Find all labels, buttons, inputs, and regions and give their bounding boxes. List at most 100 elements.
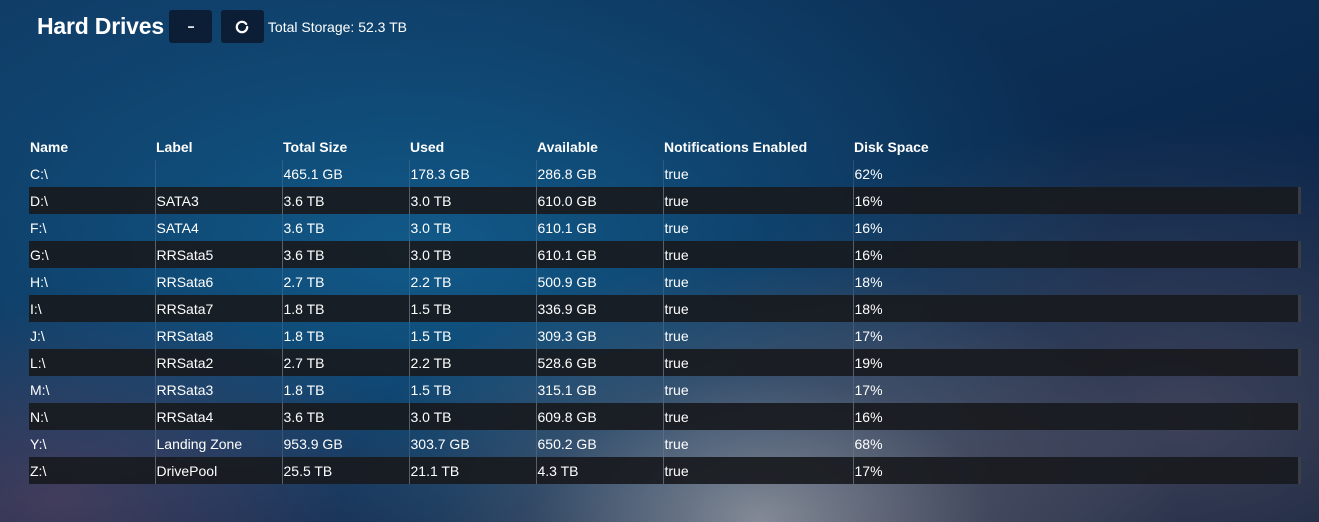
total-size-cell: 3.6 TB — [281, 187, 409, 214]
available-cell: 610.1 GB — [535, 214, 663, 241]
disk-space-cell: 18% — [852, 295, 1301, 322]
drive-name-cell: J:\ — [30, 327, 45, 344]
total-size-cell: 2.7 TB — [281, 349, 409, 376]
disk-space-cell: 17% — [852, 457, 1301, 484]
column-header-name[interactable]: Name — [30, 139, 69, 155]
notifications-cell: true — [662, 160, 853, 187]
column-header-total-size[interactable]: Total Size — [283, 139, 348, 155]
used-cell: 303.7 GB — [408, 430, 536, 457]
table-row[interactable]: Y:\ Landing Zone 953.9 GB 303.7 GB 650.2 GB t… — [29, 430, 1299, 457]
drive-label-cell: RRSata4 — [154, 403, 282, 430]
total-size-cell: 3.6 TB — [281, 403, 409, 430]
notifications-cell: true — [662, 376, 853, 403]
table-row[interactable]: L:\ RRSata2 2.7 TB 2.2 TB 528.6 GB true 19% — [29, 349, 1301, 376]
notifications-cell: true — [662, 214, 853, 241]
drive-name-cell: N:\ — [29, 403, 155, 430]
table-row[interactable]: M:\ RRSata3 1.8 TB 1.5 TB 315.1 GB true 17% — [29, 376, 1299, 403]
drive-name-cell: Y:\ — [30, 435, 47, 452]
available-cell: 336.9 GB — [535, 295, 663, 322]
notifications-cell: true — [662, 322, 853, 349]
notifications-cell: true — [662, 457, 853, 484]
table-row[interactable]: F:\ SATA4 3.6 TB 3.0 TB 610.1 GB true 16% — [29, 214, 1299, 241]
available-cell: 315.1 GB — [535, 376, 663, 403]
drive-name-cell: M:\ — [30, 381, 50, 398]
notifications-cell: true — [662, 268, 853, 295]
used-cell: 3.0 TB — [408, 403, 536, 430]
used-cell: 1.5 TB — [408, 376, 536, 403]
table-row[interactable]: C:\ 465.1 GB 178.3 GB 286.8 GB true 62% — [29, 160, 1299, 187]
total-storage-text: Total Storage: 52.3 TB — [267, 18, 407, 35]
disk-space-cell: 18% — [852, 268, 1299, 295]
disk-space-cell: 62% — [852, 160, 1299, 187]
more-options-label: ··· — [187, 19, 195, 34]
notifications-cell: true — [662, 241, 853, 268]
drive-label-cell: RRSata8 — [154, 322, 282, 349]
available-cell: 286.8 GB — [535, 160, 663, 187]
drive-label-cell: RRSata2 — [154, 349, 282, 376]
used-cell: 21.1 TB — [408, 457, 536, 484]
used-cell: 3.0 TB — [408, 241, 536, 268]
disk-space-cell: 17% — [852, 376, 1299, 403]
drive-name-cell: H:\ — [30, 273, 48, 290]
column-header-label[interactable]: Label — [156, 139, 193, 155]
available-cell: 650.2 GB — [535, 430, 663, 457]
table-row[interactable]: N:\ RRSata4 3.6 TB 3.0 TB 609.8 GB true 16% — [29, 403, 1301, 430]
total-size-cell: 953.9 GB — [281, 430, 409, 457]
table-row[interactable]: J:\ RRSata8 1.8 TB 1.5 TB 309.3 GB true 17% — [29, 322, 1299, 349]
used-cell: 178.3 GB — [408, 160, 536, 187]
total-size-cell: 25.5 TB — [281, 457, 409, 484]
drive-label-cell: RRSata6 — [154, 268, 282, 295]
total-size-cell: 1.8 TB — [281, 295, 409, 322]
available-cell: 610.0 GB — [535, 187, 663, 214]
used-cell: 2.2 TB — [408, 349, 536, 376]
refresh-icon — [235, 20, 249, 34]
drive-label-cell: RRSata3 — [154, 376, 282, 403]
drive-name-cell: D:\ — [29, 187, 155, 214]
total-size-cell: 3.6 TB — [281, 241, 409, 268]
total-size-cell: 3.6 TB — [281, 214, 409, 241]
disk-space-cell: 17% — [852, 322, 1299, 349]
available-cell: 500.9 GB — [535, 268, 663, 295]
column-header-disk-space[interactable]: Disk Space — [854, 139, 929, 155]
column-header-notifications[interactable]: Notifications Enabled — [664, 139, 808, 155]
disk-space-cell: 16% — [852, 187, 1301, 214]
more-options-button[interactable]: ··· — [168, 10, 212, 43]
total-size-cell: 1.8 TB — [281, 376, 409, 403]
used-cell: 1.5 TB — [408, 295, 536, 322]
drive-label-cell: DrivePool — [154, 457, 282, 484]
available-cell: 528.6 GB — [535, 349, 663, 376]
drive-label-cell: SATA4 — [154, 214, 282, 241]
available-cell: 309.3 GB — [535, 322, 663, 349]
table-row[interactable]: H:\ RRSata6 2.7 TB 2.2 TB 500.9 GB true 18% — [29, 268, 1299, 295]
table-row[interactable]: I:\ RRSata7 1.8 TB 1.5 TB 336.9 GB true 18% — [29, 295, 1301, 322]
drive-label-cell: SATA3 — [154, 187, 282, 214]
disk-space-cell: 16% — [852, 403, 1301, 430]
total-size-cell: 1.8 TB — [281, 322, 409, 349]
table-row[interactable]: G:\ RRSata5 3.6 TB 3.0 TB 610.1 GB true 16% — [29, 241, 1301, 268]
drive-name-cell: I:\ — [29, 295, 155, 322]
disk-space-cell: 16% — [852, 214, 1299, 241]
drive-label-cell: RRSata5 — [154, 241, 282, 268]
refresh-button[interactable] — [220, 10, 264, 43]
used-cell: 1.5 TB — [408, 322, 536, 349]
notifications-cell: true — [662, 403, 853, 430]
notifications-cell: true — [662, 187, 853, 214]
drive-label-cell — [154, 160, 282, 187]
used-cell: 3.0 TB — [408, 214, 536, 241]
total-size-cell: 2.7 TB — [281, 268, 409, 295]
used-cell: 2.2 TB — [408, 268, 536, 295]
disk-space-cell: 68% — [852, 430, 1299, 457]
drive-name-cell: G:\ — [29, 241, 155, 268]
disk-space-cell: 19% — [852, 349, 1301, 376]
table-row[interactable]: D:\ SATA3 3.6 TB 3.0 TB 610.0 GB true 16% — [29, 187, 1301, 214]
drive-label-cell: Landing Zone — [154, 430, 282, 457]
drive-name-cell: F:\ — [30, 219, 47, 236]
available-cell: 610.1 GB — [535, 241, 663, 268]
column-header-used[interactable]: Used — [410, 139, 445, 155]
drive-label-cell: RRSata7 — [154, 295, 282, 322]
total-size-cell: 465.1 GB — [281, 160, 409, 187]
table-row[interactable]: Z:\ DrivePool 25.5 TB 21.1 TB 4.3 TB true 17% — [29, 457, 1301, 484]
available-cell: 4.3 TB — [535, 457, 663, 484]
notifications-cell: true — [662, 295, 853, 322]
column-header-available[interactable]: Available — [537, 139, 598, 155]
